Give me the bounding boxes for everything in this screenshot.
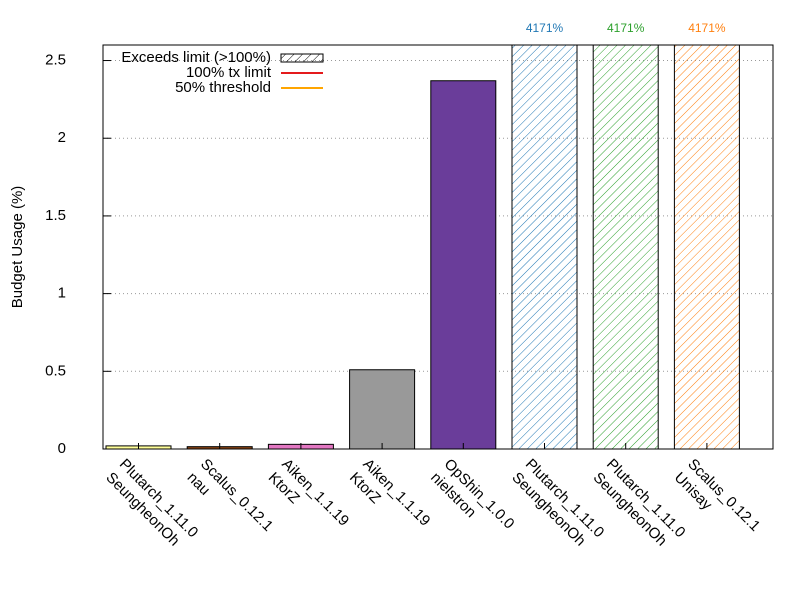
legend-swatch — [280, 53, 324, 63]
y-axis-label: Budget Usage (%) — [9, 186, 26, 309]
y-tick-label: 1.5 — [45, 207, 66, 224]
legend-label: Exceeds limit (>100%) — [121, 49, 271, 66]
bar — [592, 44, 659, 450]
bar — [673, 44, 740, 450]
plot-frame — [102, 44, 774, 450]
legend-label: 100% tx limit — [186, 64, 272, 81]
value-label: 4171% — [526, 21, 564, 35]
y-tick-label: 0.5 — [45, 362, 66, 379]
x-tick-label: Scalus_0.12.1 — [197, 456, 276, 535]
y-tick-label: 0 — [58, 440, 66, 457]
y-tick-label: 2 — [58, 129, 66, 146]
legend-label: 50% threshold — [175, 79, 271, 96]
y-tick-label: 2.5 — [45, 52, 66, 69]
value-label: 4171% — [688, 21, 726, 35]
bar — [349, 369, 416, 450]
x-tick-label-group: Scalus_0.12.1 — [197, 456, 276, 535]
value-label: 4171% — [607, 21, 645, 35]
bar — [430, 80, 497, 450]
bar — [511, 44, 578, 450]
y-tick-label: 1 — [58, 285, 66, 302]
